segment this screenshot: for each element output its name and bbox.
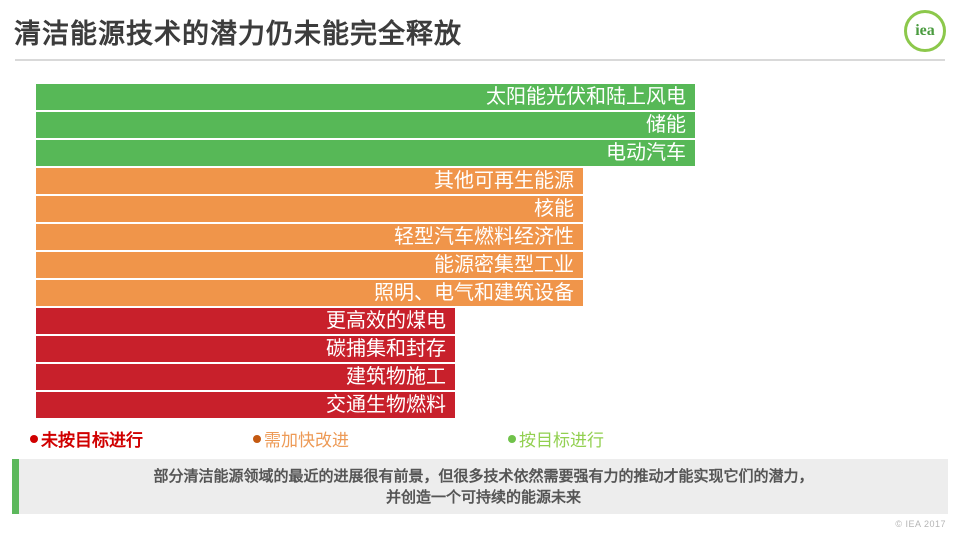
copyright-text: © IEA 2017 [895, 519, 946, 529]
bar-label: 碳捕集和封存 [326, 338, 446, 360]
bar-label: 建筑物施工 [346, 366, 446, 388]
iea-logo-icon: iea [904, 10, 946, 52]
chart-bar-needs_improvement: 核能 [36, 196, 583, 222]
bar-label: 其他可再生能源 [434, 170, 574, 192]
legend-bullet-icon [253, 434, 261, 443]
page-title: 清洁能源技术的潜力仍未能完全释放 [14, 19, 462, 49]
bar-label: 更高效的煤电 [326, 310, 446, 332]
title-divider [15, 59, 945, 61]
bar-chart: 太阳能光伏和陆上风电储能电动汽车其他可再生能源核能轻型汽车燃料经济性能源密集型工… [36, 84, 695, 420]
chart-bar-needs_improvement: 照明、电气和建筑设备 [36, 280, 583, 306]
chart-bar-not_on_track: 交通生物燃料 [36, 392, 455, 418]
legend-bullet-icon [508, 434, 516, 443]
bar-label: 照明、电气和建筑设备 [374, 282, 574, 304]
chart-bar-needs_improvement: 轻型汽车燃料经济性 [36, 224, 583, 250]
chart-bar-not_on_track: 更高效的煤电 [36, 308, 455, 334]
callout-text-line2: 并创造一个可持续的能源未来 [385, 488, 581, 506]
bar-label: 核能 [534, 198, 574, 220]
legend-label: 需加快改进 [264, 431, 349, 450]
chart-bar-needs_improvement: 能源密集型工业 [36, 252, 583, 278]
callout-text-line1: 部分清洁能源领域的最近的进展很有前景，但很多技术依然需要强有力的推动才能实现它们… [153, 467, 814, 485]
bar-label: 轻型汽车燃料经济性 [394, 226, 574, 248]
bar-label: 电动汽车 [606, 142, 686, 164]
legend-bullet-icon [30, 434, 38, 443]
chart-legend: 未按目标进行 需加快改进 按目标进行 [0, 426, 960, 451]
chart-bar-not_on_track: 碳捕集和封存 [36, 336, 455, 362]
chart-bar-needs_improvement: 其他可再生能源 [36, 168, 583, 194]
legend-item-not_on_track: 未按目标进行 [30, 426, 143, 451]
bar-label: 交通生物燃料 [326, 394, 446, 416]
chart-bar-on_track: 太阳能光伏和陆上风电 [36, 84, 695, 110]
chart-bar-not_on_track: 建筑物施工 [36, 364, 455, 390]
chart-bar-on_track: 电动汽车 [36, 140, 695, 166]
callout-banner: 部分清洁能源领域的最近的进展很有前景，但很多技术依然需要强有力的推动才能实现它们… [12, 459, 948, 514]
iea-logo-text: iea [915, 22, 935, 39]
legend-label: 按目标进行 [519, 431, 604, 450]
bar-label: 太阳能光伏和陆上风电 [486, 86, 686, 108]
bar-label: 储能 [646, 114, 686, 136]
chart-bar-on_track: 储能 [36, 112, 695, 138]
legend-item-needs_improvement: 需加快改进 [253, 426, 349, 451]
bar-label: 能源密集型工业 [434, 254, 574, 276]
legend-label: 未按目标进行 [41, 431, 143, 450]
legend-item-on_track: 按目标进行 [508, 426, 604, 451]
